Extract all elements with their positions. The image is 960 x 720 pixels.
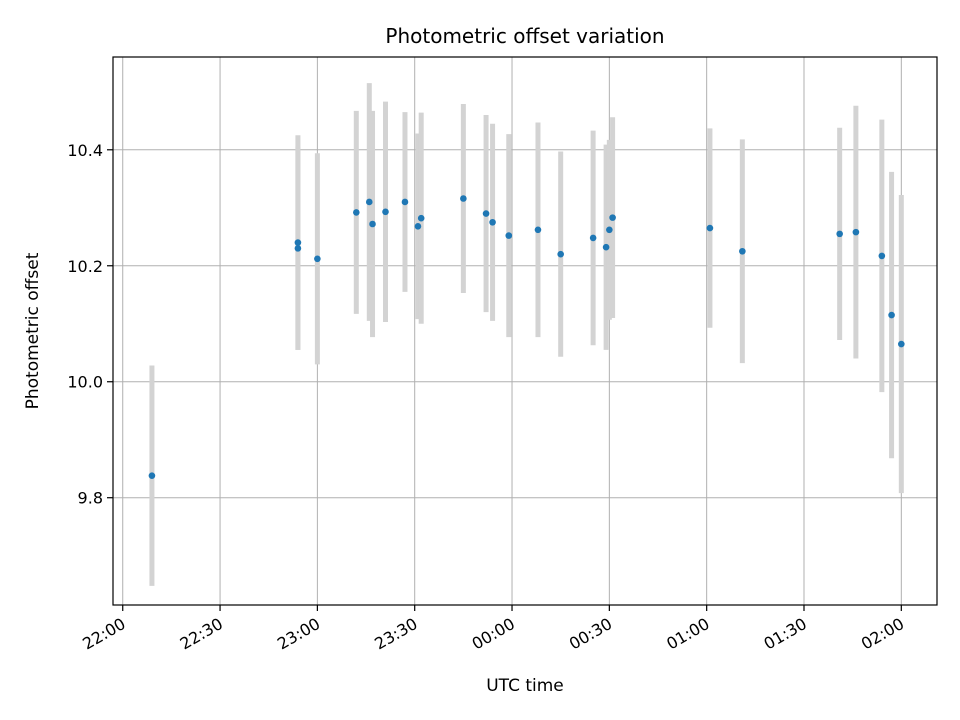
data-points	[148, 195, 905, 479]
chart-title: Photometric offset variation	[385, 24, 664, 48]
x-axis-label: UTC time	[486, 676, 564, 696]
data-point	[314, 255, 321, 263]
data-point	[489, 218, 496, 226]
data-point	[606, 226, 613, 234]
data-point	[534, 226, 542, 234]
data-point	[609, 214, 616, 221]
data-point	[294, 239, 302, 246]
plot-frame	[112, 56, 938, 606]
data-point	[602, 243, 610, 251]
data-point	[369, 220, 376, 228]
data-point	[382, 208, 389, 216]
y-tick-label: 10.2	[67, 257, 103, 276]
y-tick-label: 9.8	[78, 489, 103, 508]
data-point	[898, 340, 905, 348]
data-point	[852, 228, 860, 236]
data-point	[482, 210, 490, 217]
data-point	[460, 195, 467, 202]
data-point	[365, 198, 373, 206]
data-point	[401, 198, 409, 206]
data-point	[294, 245, 302, 252]
data-point	[505, 232, 513, 239]
y-tick-label: 10.0	[67, 373, 103, 392]
data-point	[557, 250, 564, 258]
y-axis-ticks: 9.8 10.0 10.2 10.4	[67, 141, 113, 508]
data-point	[878, 252, 886, 260]
data-point	[888, 311, 895, 319]
data-point	[836, 230, 843, 238]
data-point	[589, 234, 597, 242]
y-axis-label: Photometric offset	[23, 252, 43, 409]
data-point	[739, 247, 746, 255]
data-point	[706, 224, 714, 232]
y-tick-label: 10.4	[67, 141, 103, 160]
data-point	[417, 214, 425, 222]
data-point	[353, 209, 360, 216]
data-point	[414, 223, 422, 230]
data-point	[148, 472, 156, 479]
